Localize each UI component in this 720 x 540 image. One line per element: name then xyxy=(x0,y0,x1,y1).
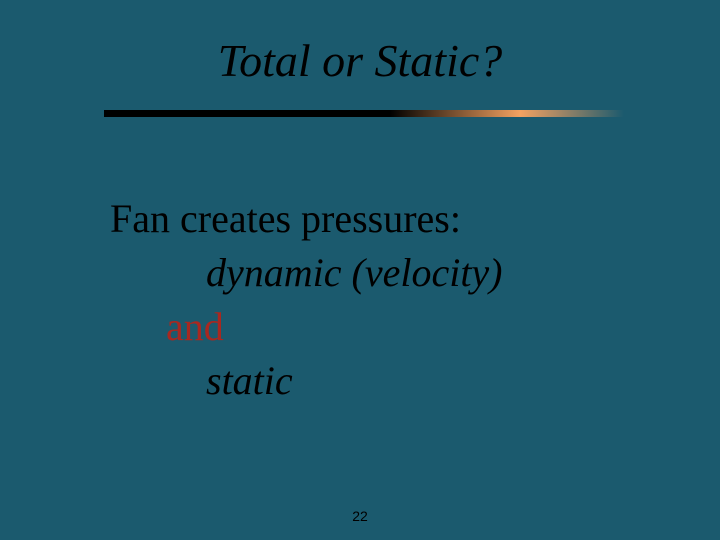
title-underline xyxy=(104,110,624,117)
body-line-3: and xyxy=(110,300,503,354)
slide-title: Total or Static? xyxy=(0,34,720,87)
page-number: 22 xyxy=(0,508,720,524)
body-line-2: dynamic (velocity) xyxy=(110,246,503,300)
body-line-4: static xyxy=(110,354,503,408)
body-line-1: Fan creates pressures: xyxy=(110,192,503,246)
slide: Total or Static? Fan creates pressures: … xyxy=(0,0,720,540)
slide-body: Fan creates pressures: dynamic (velocity… xyxy=(110,192,503,408)
